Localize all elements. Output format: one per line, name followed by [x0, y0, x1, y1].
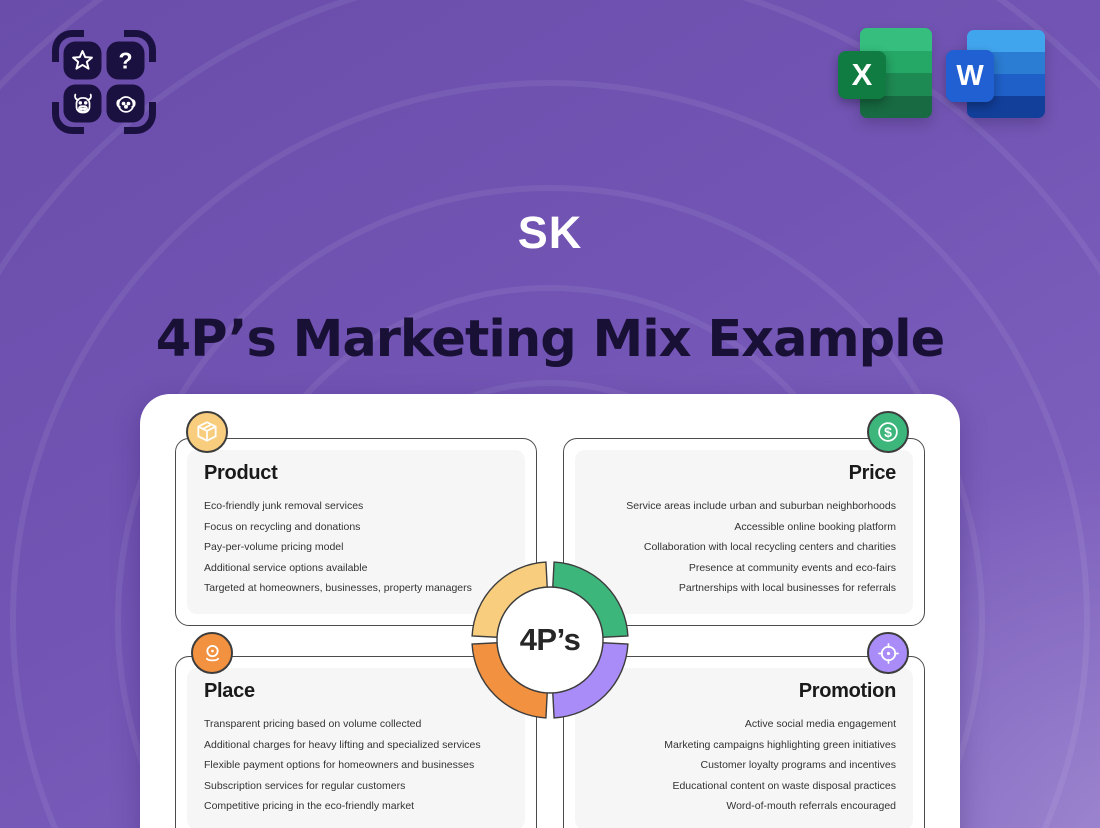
quadrant-price-panel: Price Service areas include urban and su… — [575, 450, 913, 614]
quadrant-promotion: Promotion Active social media engagement… — [563, 656, 925, 828]
quadrant-price: Price Service areas include urban and su… — [563, 438, 925, 626]
list-item: Subscription services for regular custom… — [204, 779, 406, 792]
word-letter: W — [946, 50, 994, 102]
logo-tiles: ? — [63, 41, 145, 123]
quadrant-product: Product Eco-friendly junk removal servic… — [175, 438, 537, 626]
word-icon[interactable]: W — [942, 30, 1048, 122]
marketing-mix-card: Product Eco-friendly junk removal servic… — [140, 394, 960, 828]
star-icon — [63, 41, 102, 80]
list-item: Additional charges for heavy lifting and… — [204, 738, 481, 751]
list-item: Presence at community events and eco-fai… — [688, 561, 896, 574]
list-item: Active social media engagement — [744, 718, 896, 730]
question-mark-icon: ? — [106, 41, 145, 80]
list-item: Accessible online booking platform — [734, 520, 896, 533]
location-pin-icon — [191, 632, 233, 674]
quadrant-title: Product — [204, 462, 278, 484]
quadrant-item-list: Transparent pricing based on volume coll… — [204, 718, 508, 812]
excel-letter: X — [838, 51, 886, 99]
list-item: Focus on recycling and donations — [204, 520, 361, 533]
donut-center-label: 4P’s — [519, 622, 581, 657]
list-item: Transparent pricing based on volume coll… — [204, 718, 422, 730]
target-icon — [867, 632, 909, 674]
quadrant-place-panel: Place Transparent pricing based on volum… — [187, 668, 525, 828]
list-item: Customer loyalty programs and incentives — [700, 759, 896, 771]
cow-icon — [63, 84, 102, 123]
quadrant-item-list: Eco-friendly junk removal services Focus… — [204, 500, 508, 594]
list-item: Service areas include urban and suburban… — [626, 500, 896, 512]
excel-icon[interactable]: X — [838, 28, 932, 122]
four-ps-donut — [471, 561, 629, 719]
list-item: Competitive pricing in the eco-friendly … — [204, 800, 415, 812]
quadrant-promotion-panel: Promotion Active social media engagement… — [575, 668, 913, 828]
svg-text:$: $ — [884, 424, 892, 440]
list-item: Partnerships with local businesses for r… — [678, 582, 896, 594]
package-icon — [186, 411, 228, 453]
question-glyph: ? — [118, 47, 133, 73]
quadrant-product-panel: Product Eco-friendly junk removal servic… — [187, 450, 525, 614]
brand-initials: SK — [517, 207, 583, 258]
quadrant-place: Place Transparent pricing based on volum… — [175, 656, 537, 828]
quadrant-item-list: Service areas include urban and suburban… — [592, 500, 896, 594]
list-item: Flexible payment options for homeowners … — [204, 759, 475, 771]
list-item: Pay-per-volume pricing model — [204, 541, 344, 553]
quadrant-title: Price — [848, 462, 897, 484]
logo-bracket — [52, 30, 84, 62]
excel-sheet-stripes — [860, 28, 932, 118]
list-item: Eco-friendly junk removal services — [204, 500, 364, 512]
logo-bracket — [52, 102, 84, 134]
quadrant-title: Place — [204, 680, 255, 702]
logo-bracket — [124, 102, 156, 134]
quadrant-title: Promotion — [798, 680, 897, 702]
dollar-coin-icon: $ — [867, 411, 909, 453]
list-item: Word-of-mouth referrals encouraged — [726, 800, 896, 812]
dog-icon — [106, 84, 145, 123]
page-title: 4P’s Marketing Mix Example — [155, 310, 945, 369]
list-item: Educational content on waste disposal pr… — [672, 779, 896, 792]
list-item: Targeted at homeowners, businesses, prop… — [204, 582, 472, 594]
logo-bracket — [124, 30, 156, 62]
list-item: Marketing campaigns highlighting green i… — [664, 738, 896, 751]
list-item: Additional service options available — [204, 561, 368, 574]
list-item: Collaboration with local recycling cente… — [643, 541, 896, 553]
brand-logo: ? — [52, 30, 156, 134]
quadrant-item-list: Active social media engagement Marketing… — [592, 718, 896, 812]
